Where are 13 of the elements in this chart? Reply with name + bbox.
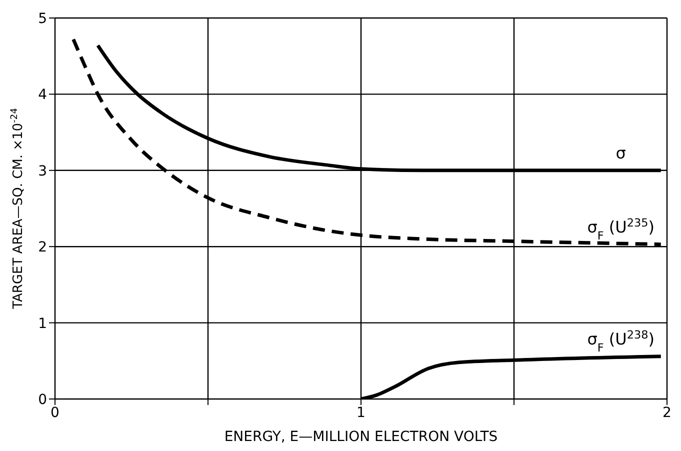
y-tick-label: 3 xyxy=(38,163,47,180)
series-label: σ xyxy=(616,143,626,162)
x-tick-label: 2 xyxy=(662,404,672,421)
x-tick-label: 1 xyxy=(356,404,366,421)
y-tick-label: 5 xyxy=(38,10,47,27)
y-tick-label: 2 xyxy=(38,240,47,256)
y-tick-label: 0 xyxy=(38,392,47,408)
y-tick-label: 4 xyxy=(38,87,48,104)
x-tick-label: 0 xyxy=(50,404,60,421)
series-label: σ$_{F}$ (U$^{238}$) xyxy=(587,328,654,354)
series-label: σ$_{F}$ (U$^{235}$) xyxy=(587,216,654,242)
x-axis-title: ENERGY, E—MILLION ELECTRON VOLTS xyxy=(224,429,498,445)
y-tick-label: 1 xyxy=(38,316,47,332)
